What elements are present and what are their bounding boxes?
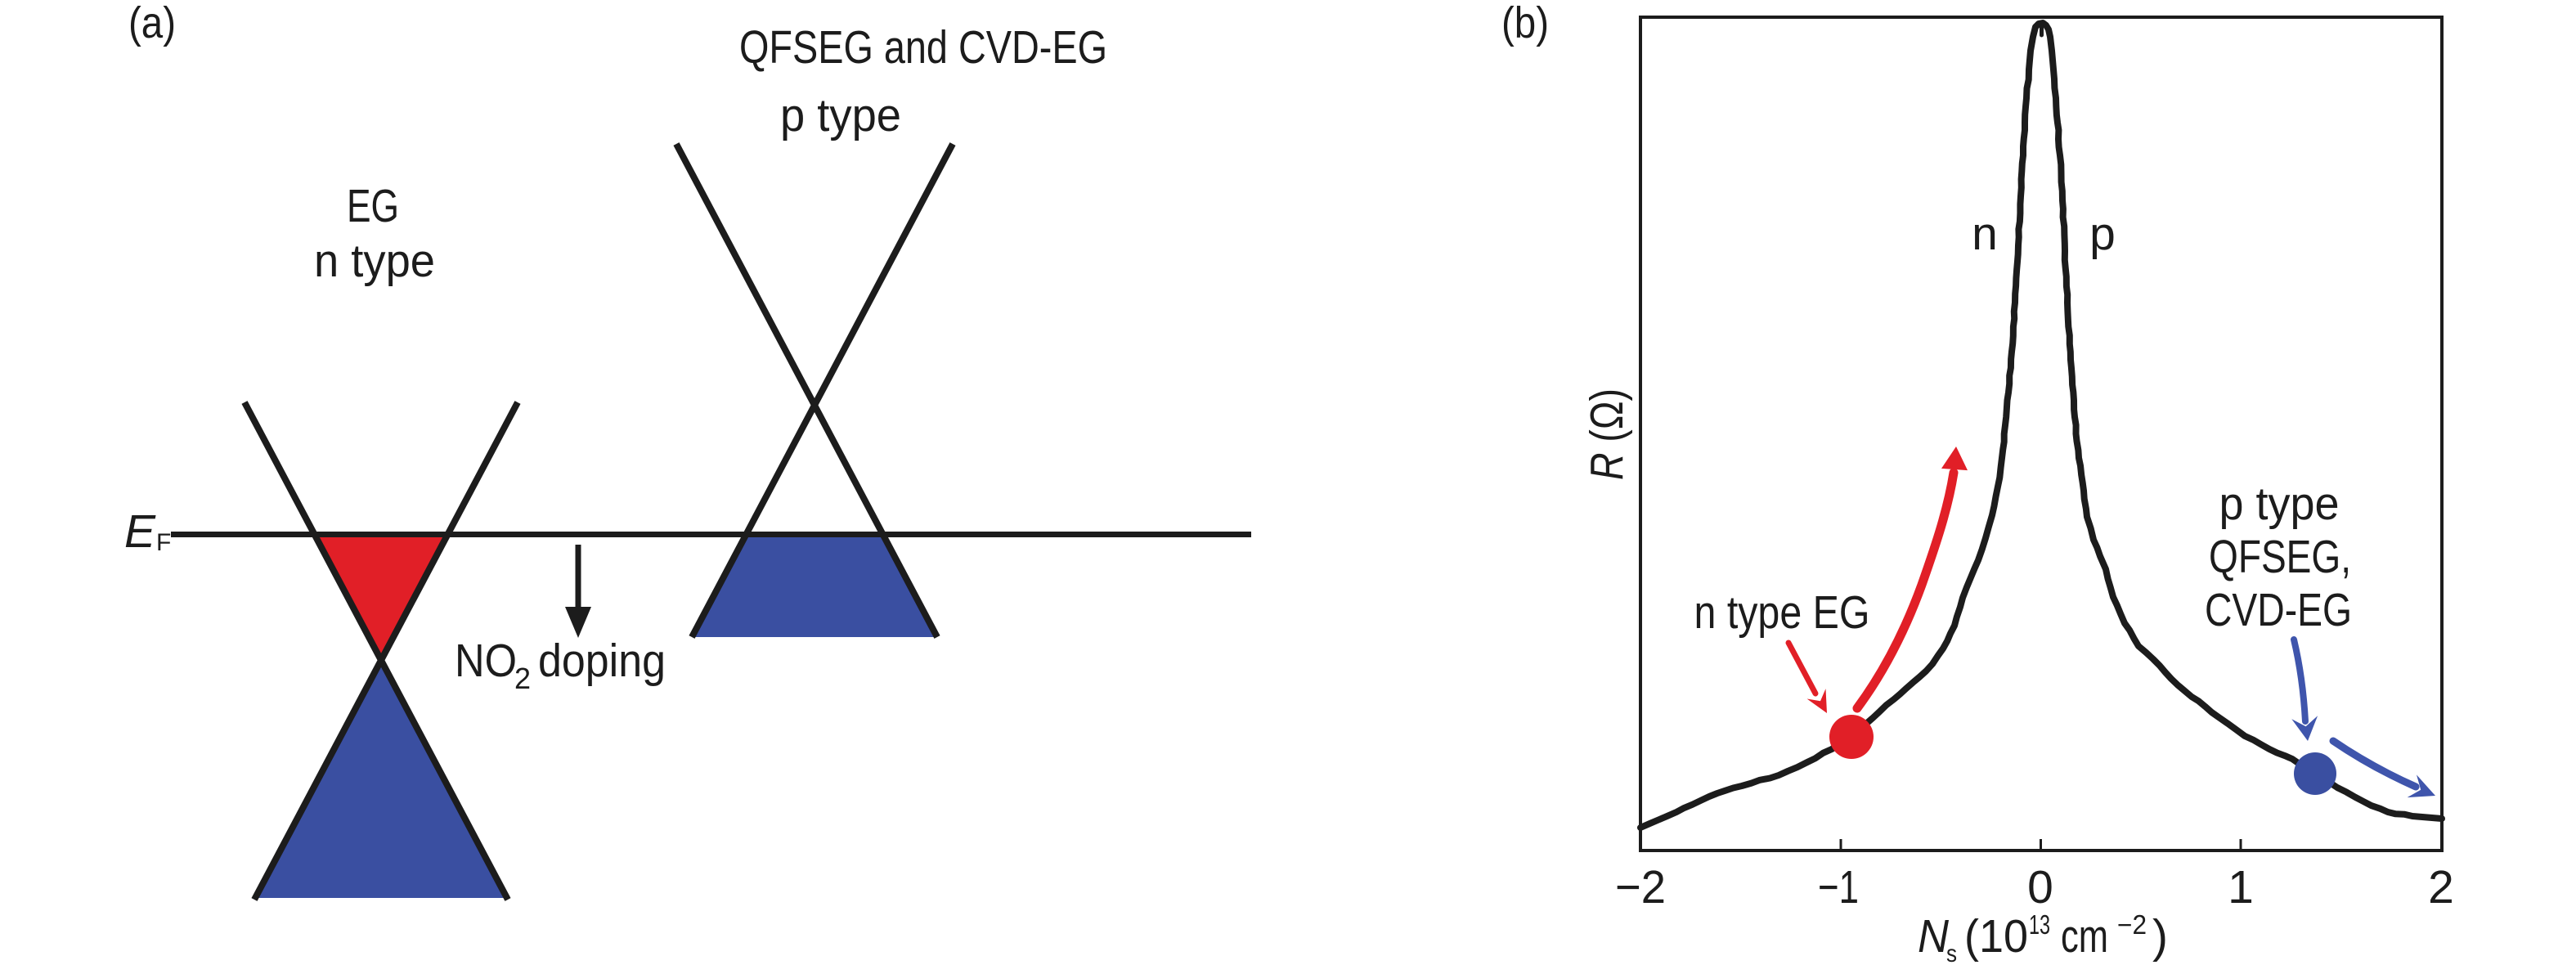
svg-text:cm: cm <box>2061 910 2108 963</box>
svg-text:−2: −2 <box>1615 861 1666 913</box>
svg-text:EG: EG <box>347 180 399 232</box>
svg-text:): ) <box>2152 910 2168 963</box>
svg-text:−2: −2 <box>2117 909 2147 940</box>
svg-text:13: 13 <box>2029 909 2050 940</box>
svg-text:p: p <box>2089 208 2116 260</box>
svg-text:s: s <box>1946 940 1957 967</box>
svg-text:R (Ω): R (Ω) <box>1581 388 1633 480</box>
svg-text:(10: (10 <box>1964 910 2028 963</box>
svg-text:p type: p type <box>780 89 901 141</box>
svg-text:E: E <box>124 505 156 558</box>
svg-text:doping: doping <box>538 635 666 687</box>
svg-text:n type EG: n type EG <box>1694 586 1870 639</box>
svg-text:1: 1 <box>2228 861 2254 913</box>
svg-text:CVD-EG: CVD-EG <box>2205 584 2352 636</box>
svg-text:n type: n type <box>314 235 435 287</box>
svg-text:(a): (a) <box>128 0 176 47</box>
svg-text:(b): (b) <box>1501 0 1549 47</box>
svg-text:F: F <box>156 529 171 556</box>
svg-text:0: 0 <box>2027 861 2053 913</box>
svg-text:2: 2 <box>2428 861 2454 913</box>
svg-text:N: N <box>1918 910 1950 963</box>
svg-text:n: n <box>1972 208 1998 260</box>
svg-text:2: 2 <box>514 662 531 695</box>
svg-text:QFSEG and CVD-EG: QFSEG and CVD-EG <box>739 21 1107 74</box>
svg-text:−1: −1 <box>1818 861 1859 913</box>
svg-text:NO: NO <box>455 635 517 687</box>
svg-text:QFSEG,: QFSEG, <box>2209 531 2351 583</box>
svg-text:p type: p type <box>2219 478 2340 530</box>
